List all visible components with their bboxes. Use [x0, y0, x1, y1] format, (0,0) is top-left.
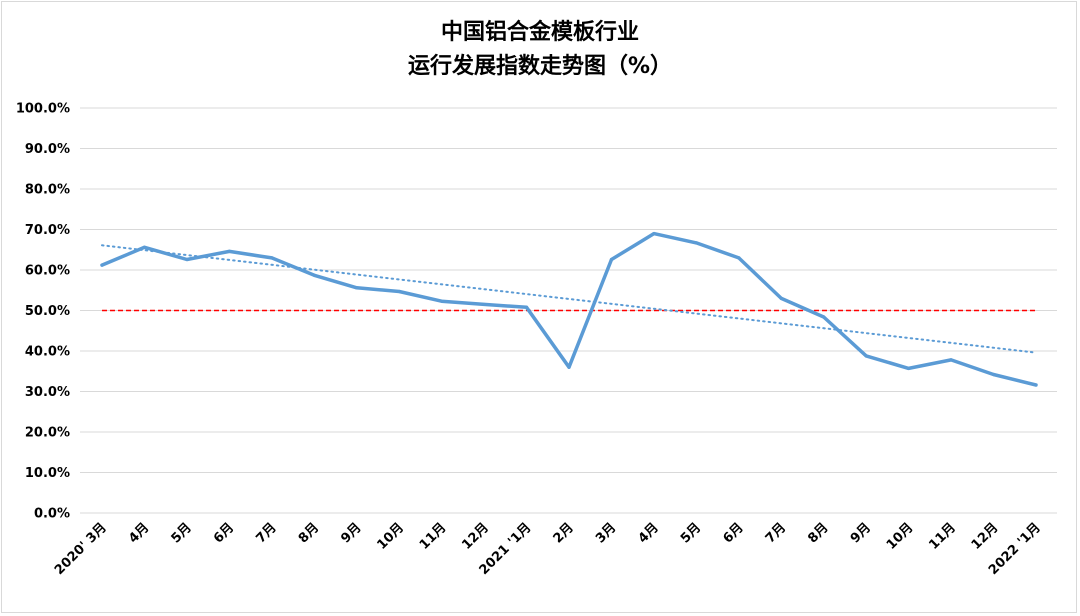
- data-point: [312, 273, 316, 277]
- data-point: [1034, 383, 1038, 387]
- x-tick-label: 4月: [636, 520, 662, 546]
- x-tick-label: 11月: [417, 520, 450, 553]
- x-tick-label: 10月: [374, 520, 407, 553]
- x-tick-label: 12月: [969, 520, 1002, 553]
- data-point: [567, 365, 571, 369]
- y-tick-label: 10.0%: [25, 466, 70, 481]
- y-tick-label: 20.0%: [25, 426, 70, 441]
- data-point: [907, 366, 911, 371]
- y-tick-label: 70.0%: [25, 223, 70, 238]
- series-line: [100, 231, 1038, 387]
- data-point: [694, 241, 698, 245]
- x-tick-label: 5月: [678, 520, 704, 546]
- y-tick-label: 40.0%: [25, 345, 70, 360]
- data-point: [100, 263, 104, 267]
- x-tick-label: 10月: [884, 520, 917, 553]
- data-point: [991, 372, 996, 377]
- data-point: [652, 231, 656, 236]
- x-tick-label: 7月: [253, 520, 279, 546]
- y-tick-label: 50.0%: [25, 304, 70, 319]
- x-tick-label: 9月: [338, 520, 364, 546]
- data-point: [440, 299, 444, 303]
- data-point: [227, 249, 231, 253]
- trendline: [101, 244, 1037, 354]
- data-point: [185, 257, 189, 262]
- y-tick-label: 80.0%: [25, 183, 70, 198]
- y-tick-label: 90.0%: [25, 142, 70, 157]
- data-point: [779, 296, 783, 300]
- data-point: [524, 305, 529, 309]
- x-tick-label: 12月: [459, 520, 492, 553]
- x-tick-label: 7月: [763, 520, 789, 546]
- data-point: [822, 315, 826, 319]
- data-point: [737, 256, 741, 260]
- x-tick-label: 2月: [551, 520, 577, 546]
- y-tick-label: 30.0%: [25, 385, 70, 400]
- x-tick-label: 6月: [720, 520, 746, 546]
- x-tick-label: 11月: [926, 520, 959, 553]
- x-tick-label: 8月: [296, 520, 322, 546]
- x-tick-label: 4月: [126, 520, 152, 546]
- data-point: [355, 286, 359, 290]
- x-tick-label: 9月: [848, 520, 874, 546]
- data-point: [397, 289, 401, 294]
- y-tick-label: 0.0%: [34, 507, 70, 522]
- y-tick-label: 100.0%: [16, 102, 70, 117]
- data-point: [609, 257, 614, 262]
- chart-subtitle: 运行发展指数走势图（%）: [407, 54, 673, 79]
- x-tick-label: 3月: [593, 520, 619, 546]
- data-point: [270, 256, 274, 260]
- data-point: [949, 358, 953, 362]
- data-point: [142, 245, 147, 249]
- x-tick-label: 6月: [211, 520, 237, 546]
- x-tick-label: 8月: [805, 520, 831, 546]
- x-tick-label: 2020' 3月: [52, 520, 110, 578]
- chart-title: 中国铝合金模板行业: [440, 20, 639, 45]
- data-point: [864, 354, 868, 358]
- x-tick-label: 5月: [169, 520, 195, 546]
- data-point: [482, 302, 486, 307]
- y-tick-label: 60.0%: [25, 264, 70, 279]
